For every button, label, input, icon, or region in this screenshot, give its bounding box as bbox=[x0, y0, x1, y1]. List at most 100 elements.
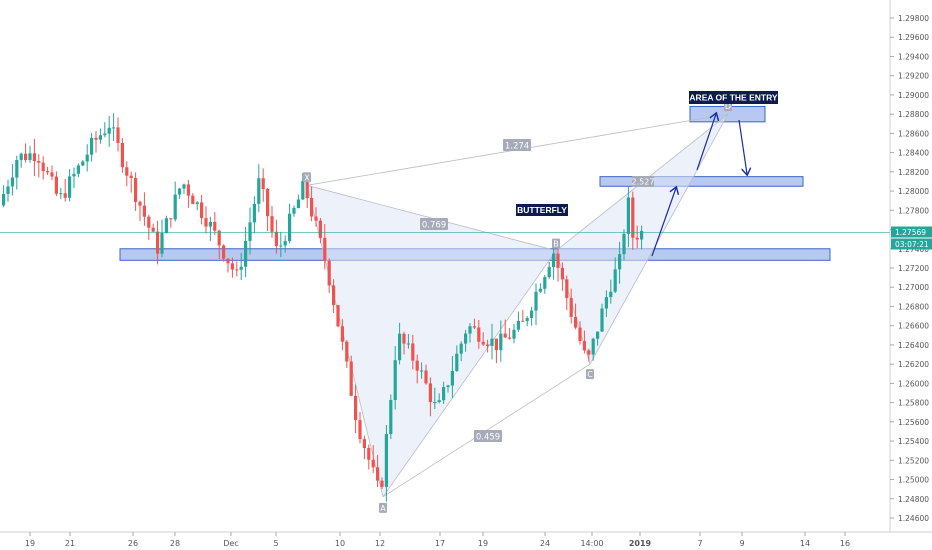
y-tick-label: 1.29200 bbox=[898, 72, 929, 81]
pattern-leg-XB bbox=[306, 184, 557, 252]
point-badge-A bbox=[379, 502, 387, 513]
candle-body bbox=[288, 213, 292, 242]
candle-body bbox=[46, 171, 50, 173]
candle-body bbox=[274, 231, 278, 247]
candle-body bbox=[208, 221, 212, 227]
candle-body bbox=[129, 175, 133, 178]
direction-arrow bbox=[738, 119, 747, 174]
candle-body bbox=[362, 439, 366, 448]
candle-body bbox=[358, 420, 362, 440]
candle-body bbox=[538, 288, 542, 292]
candle-body bbox=[28, 153, 32, 160]
candle-body bbox=[81, 161, 85, 166]
point-label-B: B bbox=[553, 240, 559, 249]
candles bbox=[2, 113, 644, 502]
candle-body bbox=[415, 360, 419, 371]
y-tick-label: 1.28200 bbox=[898, 168, 929, 177]
candle-body bbox=[508, 337, 512, 339]
pattern-leg-CD bbox=[589, 113, 729, 365]
direction-arrow bbox=[651, 188, 676, 257]
candle-body bbox=[547, 267, 551, 278]
candle-body bbox=[543, 277, 547, 289]
candle-body bbox=[63, 193, 67, 198]
y-tick-label: 1.29800 bbox=[898, 14, 929, 23]
candle-body bbox=[41, 162, 45, 172]
candle-body bbox=[142, 205, 146, 217]
x-tick-label: 26 bbox=[128, 539, 138, 548]
candle-body bbox=[283, 241, 287, 246]
candle-body bbox=[323, 237, 327, 261]
candle-body bbox=[266, 189, 270, 217]
candle-body bbox=[424, 370, 428, 384]
candle-body bbox=[618, 254, 622, 270]
candle-body bbox=[76, 165, 80, 174]
y-tick-label: 1.28600 bbox=[898, 129, 929, 138]
y-tick-label: 1.24800 bbox=[898, 495, 929, 504]
harmonic-pattern bbox=[306, 113, 729, 498]
candle-body bbox=[411, 343, 415, 361]
y-tick-label: 1.24600 bbox=[898, 514, 929, 523]
ratio-label-XB: 0.769 bbox=[422, 221, 446, 231]
candle-body bbox=[512, 329, 516, 339]
y-tick-label: 1.25600 bbox=[898, 418, 929, 427]
candle-body bbox=[270, 216, 274, 232]
entry-label: AREA OF THE ENTRY bbox=[689, 93, 777, 103]
x-tick-label: 14 bbox=[800, 539, 810, 548]
candle-body bbox=[402, 333, 406, 344]
candle-body bbox=[459, 343, 463, 354]
candle-body bbox=[530, 310, 534, 318]
candle-body bbox=[226, 258, 230, 264]
candle-body bbox=[68, 176, 72, 198]
y-tick-label: 1.28800 bbox=[898, 110, 929, 119]
candle-body bbox=[516, 320, 520, 330]
candle-body bbox=[556, 253, 560, 268]
candle-body bbox=[376, 467, 380, 481]
x-tick-label: 16 bbox=[840, 539, 850, 548]
entry-label-badge bbox=[689, 91, 778, 104]
candle-body bbox=[2, 193, 6, 206]
candle-body bbox=[525, 317, 529, 322]
x-tick-label: 2019 bbox=[629, 539, 652, 548]
x-tick-label: 21 bbox=[65, 539, 75, 548]
candle-body bbox=[164, 218, 168, 234]
y-tick-label: 1.26800 bbox=[898, 302, 929, 311]
y-tick-label: 1.26600 bbox=[898, 322, 929, 331]
candle-body bbox=[244, 240, 248, 267]
pattern-xab-fill bbox=[307, 185, 556, 497]
point-badge-C bbox=[586, 369, 594, 380]
candle-body bbox=[292, 208, 296, 214]
candle-body bbox=[10, 177, 14, 187]
candle-body bbox=[336, 305, 340, 327]
candle-body bbox=[380, 480, 384, 487]
y-tick-label: 1.27200 bbox=[898, 264, 929, 273]
candle-body bbox=[367, 447, 371, 460]
x-tick-label: 10 bbox=[335, 539, 345, 548]
candle-body bbox=[318, 220, 322, 238]
candle-body bbox=[446, 385, 450, 388]
candle-body bbox=[6, 186, 10, 194]
candle-body bbox=[582, 341, 586, 351]
point-label-X: X bbox=[304, 173, 310, 182]
countdown-text: 03:07:21 bbox=[895, 240, 929, 249]
x-tick-label: 19 bbox=[478, 539, 488, 548]
x-tick-label: 17 bbox=[435, 539, 445, 548]
ratio-label-XD: 1.274 bbox=[505, 142, 529, 152]
candle-body bbox=[640, 230, 644, 240]
point-badge-B bbox=[552, 238, 560, 249]
candle-body bbox=[578, 327, 582, 342]
candle-body bbox=[613, 269, 617, 292]
axis-background bbox=[890, 0, 932, 532]
candle-body bbox=[481, 341, 485, 345]
current-price-text: 1.27569 bbox=[895, 228, 926, 237]
candle-body bbox=[120, 142, 124, 168]
candle-body bbox=[116, 127, 120, 143]
candle-body bbox=[340, 326, 344, 342]
pattern-leg-AB bbox=[382, 250, 557, 498]
candle-body bbox=[32, 153, 36, 162]
candle-body bbox=[98, 135, 102, 140]
candle-body bbox=[591, 338, 595, 355]
candle-body bbox=[72, 173, 76, 177]
y-tick-label: 1.25000 bbox=[898, 476, 929, 485]
candle-body bbox=[345, 341, 349, 362]
y-tick-label: 1.28000 bbox=[898, 187, 929, 196]
